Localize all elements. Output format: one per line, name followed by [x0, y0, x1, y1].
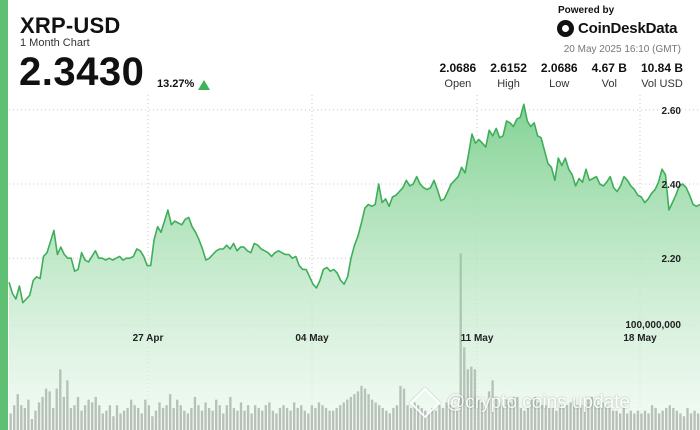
x-tick-label: 11 May	[461, 333, 494, 344]
chart-subtitle: 1 Month Chart	[20, 37, 90, 49]
powered-by-label: Powered by	[558, 5, 615, 16]
stat-value: 10.84 B	[640, 61, 683, 75]
stat-value: 4.67 B	[591, 61, 627, 75]
stat-open: 2.0686 Open	[440, 61, 477, 90]
y-tick-label: 2.20	[662, 254, 682, 265]
brand-name: CoinDeskData	[578, 20, 678, 37]
stat-label: Open	[444, 78, 472, 90]
brand-logo[interactable]: CoinDeskData	[557, 20, 677, 37]
stat-label: High	[497, 78, 520, 90]
symbol-title: XRP-USD	[20, 13, 121, 38]
stat-value: 2.6152	[490, 61, 527, 75]
stat-high: 2.6152 High	[490, 61, 527, 90]
accent-bar	[0, 0, 8, 430]
coindesk-logo-icon	[557, 20, 574, 37]
price-line	[8, 103, 700, 304]
stat-label: Vol	[601, 78, 617, 90]
x-tick-label: 18 May	[623, 333, 657, 344]
current-price: 2.3430	[19, 50, 145, 94]
stat-volume: 4.67 B Vol	[592, 61, 627, 90]
stat-low: 2.0686 Low	[541, 61, 578, 90]
y-tick-label: 2.40	[662, 180, 682, 191]
stat-label: Vol USD	[641, 78, 683, 90]
stat-volume-usd: 10.84 B Vol USD	[641, 61, 683, 90]
stat-label: Low	[549, 78, 570, 90]
stat-value: 2.0686	[439, 61, 477, 75]
watermark: @crypto coins update	[409, 387, 631, 419]
price-area	[9, 104, 700, 430]
up-arrow-icon	[198, 80, 210, 90]
x-tick-label: 04 May	[295, 333, 329, 344]
stat-value: 2.0686	[540, 61, 578, 75]
timestamp: 20 May 2025 16:10 (GMT)	[563, 44, 681, 55]
volume-tick-label: 100,000,000	[625, 320, 681, 331]
stats-panel: 2.0686 Open 2.6152 High 2.0686 Low 4.67 …	[426, 61, 684, 90]
binance-logo-icon	[409, 387, 441, 419]
x-tick-label: 27 Apr	[133, 333, 164, 344]
y-tick-label: 2.60	[662, 106, 682, 117]
price-change: 13.27%	[157, 78, 195, 90]
watermark-text: @crypto coins update	[446, 392, 631, 413]
